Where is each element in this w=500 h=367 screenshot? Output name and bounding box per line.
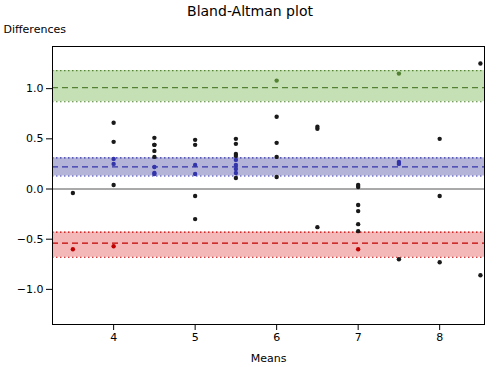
svg-text:4: 4	[110, 331, 117, 344]
svg-text:−1.0: −1.0	[17, 283, 44, 296]
svg-text:8: 8	[436, 331, 443, 344]
svg-text:5: 5	[192, 331, 199, 344]
svg-text:6: 6	[273, 331, 280, 344]
svg-text:0.5: 0.5	[26, 132, 44, 145]
svg-text:−0.5: −0.5	[17, 233, 44, 246]
html-text:Bland-Altman plot: Bland-Altman plot	[187, 3, 313, 19]
svg-text:Differences: Differences	[4, 23, 67, 36]
svg-text:0.0: 0.0	[26, 183, 44, 196]
svg-text:1.0: 1.0	[26, 82, 44, 95]
svg-text:Means: Means	[251, 352, 287, 365]
svg-text:7: 7	[355, 331, 362, 344]
